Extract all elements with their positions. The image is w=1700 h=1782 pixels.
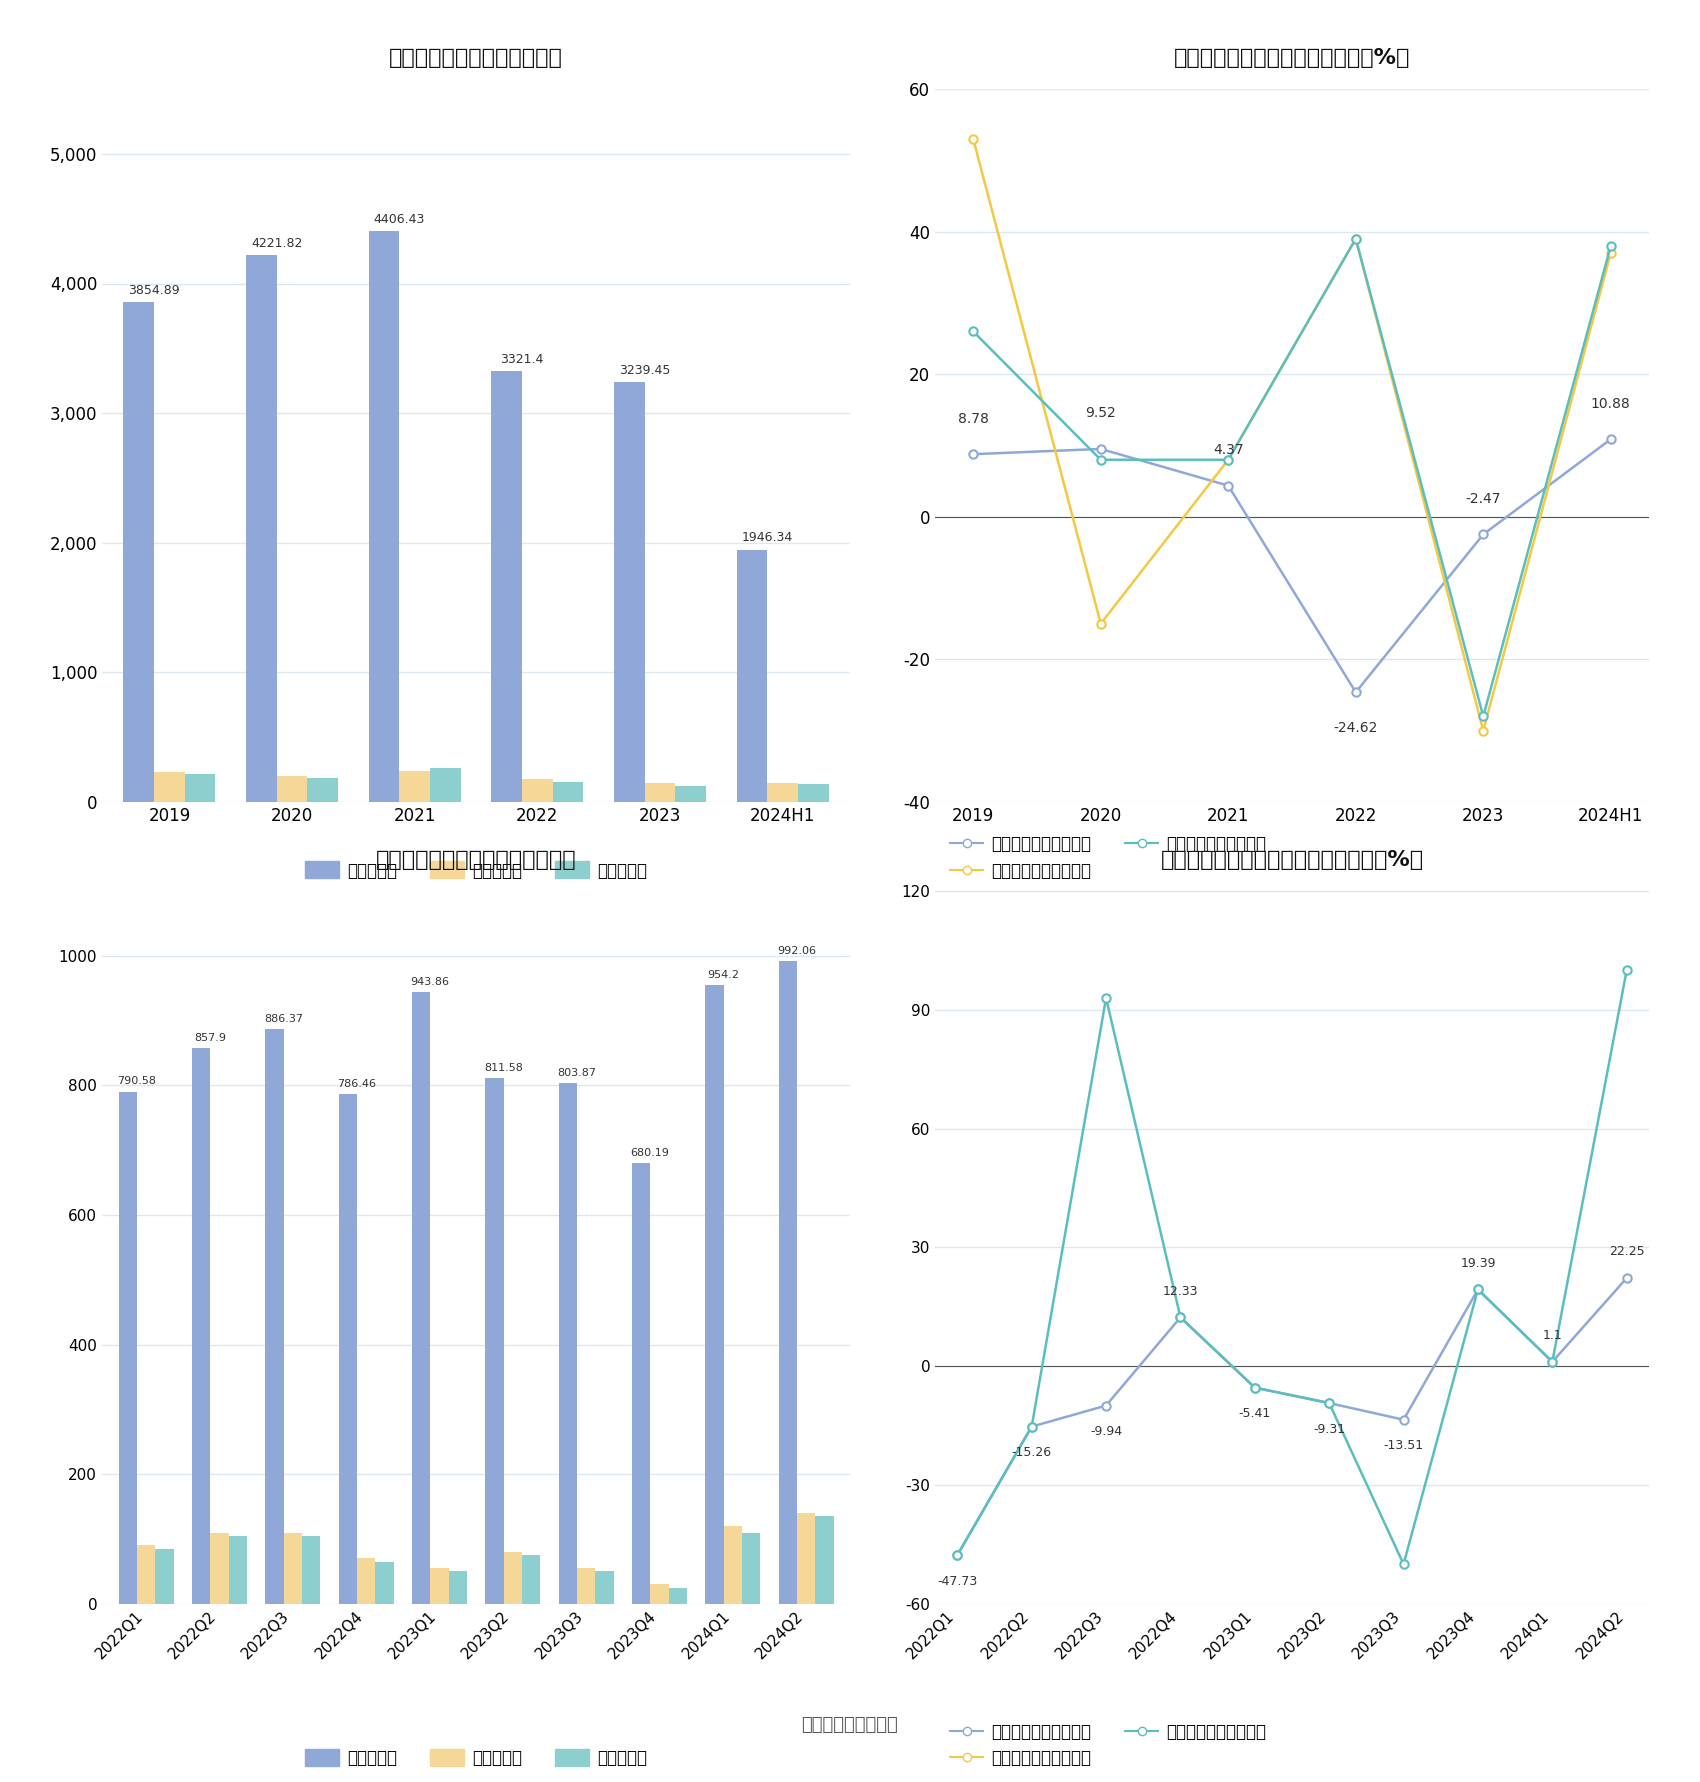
Text: 9.52: 9.52 [1085, 406, 1117, 421]
Legend: 营业总收入同比增长率, 归母净利润同比增长率, 扣非净利润同比增长率: 营业总收入同比增长率, 归母净利润同比增长率, 扣非净利润同比增长率 [944, 829, 1273, 886]
Text: -5.41: -5.41 [1239, 1408, 1272, 1420]
Text: 680.19: 680.19 [631, 1148, 670, 1158]
Bar [246, 255, 277, 802]
Bar [649, 1584, 668, 1604]
Text: 943.86: 943.86 [411, 977, 450, 987]
Bar [411, 993, 430, 1604]
Bar [211, 1533, 228, 1604]
Bar [192, 1048, 211, 1604]
Bar [400, 772, 430, 802]
Text: 790.58: 790.58 [117, 1076, 156, 1087]
Bar [576, 1568, 595, 1604]
Legend: 营业总收入同比增长率, 归母净利润同比增长率, 扣非净利润同比增长率: 营业总收入同比增长率, 归母净利润同比增长率, 扣非净利润同比增长率 [944, 1716, 1273, 1773]
Bar [369, 232, 399, 802]
Bar [644, 782, 675, 802]
Bar [155, 1549, 173, 1604]
Bar [632, 1164, 649, 1604]
Text: 1946.34: 1946.34 [741, 531, 792, 545]
Text: 4221.82: 4221.82 [252, 237, 303, 249]
Text: -24.62: -24.62 [1333, 720, 1379, 734]
Bar [736, 549, 767, 802]
Bar [430, 1568, 449, 1604]
Title: 历年营收、净利同比增长率情况（%）: 历年营收、净利同比增长率情况（%） [1173, 48, 1411, 68]
Bar [767, 782, 797, 802]
Bar [522, 779, 552, 802]
Bar [136, 1545, 155, 1604]
Bar [430, 768, 461, 802]
Bar [308, 779, 338, 802]
Bar [668, 1588, 687, 1604]
Bar [124, 303, 155, 802]
Bar [357, 1559, 376, 1604]
Bar [376, 1561, 393, 1604]
Bar [449, 1572, 468, 1604]
Bar [284, 1533, 303, 1604]
Text: 3239.45: 3239.45 [619, 364, 670, 376]
Bar [303, 1536, 320, 1604]
Title: 营收、净利季度变动情况（亿元）: 营收、净利季度变动情况（亿元） [376, 850, 576, 870]
Text: 954.2: 954.2 [707, 969, 740, 980]
Bar [491, 371, 522, 802]
Text: 803.87: 803.87 [558, 1067, 597, 1078]
Bar [724, 1525, 741, 1604]
Bar [522, 1556, 541, 1604]
Text: 8.78: 8.78 [957, 412, 989, 426]
Text: -2.47: -2.47 [1465, 492, 1501, 506]
Text: 857.9: 857.9 [194, 1034, 226, 1042]
Text: -9.94: -9.94 [1090, 1426, 1122, 1438]
Text: 22.25: 22.25 [1608, 1246, 1644, 1258]
Bar [338, 1094, 357, 1604]
Title: 营收、净利同比增长率季度变动情况（%）: 营收、净利同比增长率季度变动情况（%） [1161, 850, 1423, 870]
Bar [185, 773, 216, 802]
Bar [484, 1078, 503, 1604]
Text: 3321.4: 3321.4 [500, 353, 544, 367]
Text: 786.46: 786.46 [337, 1078, 376, 1089]
Bar [675, 786, 705, 802]
Bar [595, 1572, 614, 1604]
Bar [741, 1533, 760, 1604]
Bar [706, 985, 724, 1604]
Text: 19.39: 19.39 [1460, 1256, 1496, 1269]
Text: 1.1: 1.1 [1542, 1329, 1562, 1342]
Text: -13.51: -13.51 [1384, 1440, 1423, 1452]
Bar [797, 1513, 816, 1604]
Legend: 营业总收入, 归母净利润, 扣非净利润: 营业总收入, 归母净利润, 扣非净利润 [299, 1743, 653, 1773]
Bar [779, 960, 797, 1604]
Bar [119, 1092, 136, 1604]
Text: -47.73: -47.73 [937, 1575, 977, 1588]
Bar [797, 784, 828, 802]
Text: 811.58: 811.58 [484, 1062, 524, 1073]
Text: 12.33: 12.33 [1163, 1285, 1198, 1297]
Text: 3854.89: 3854.89 [128, 283, 180, 298]
Text: -15.26: -15.26 [1012, 1447, 1052, 1459]
Bar [503, 1552, 522, 1604]
Legend: 营业总收入, 归母净利润, 扣非净利润: 营业总收入, 归母净利润, 扣非净利润 [299, 855, 653, 886]
Bar [228, 1536, 246, 1604]
Text: 4.37: 4.37 [1212, 444, 1244, 458]
Text: 10.88: 10.88 [1591, 397, 1630, 410]
Bar [277, 775, 308, 802]
Title: 历年营收、净利情况（亿元）: 历年营收、净利情况（亿元） [389, 48, 563, 68]
Text: 886.37: 886.37 [264, 1014, 303, 1025]
Bar [552, 782, 583, 802]
Text: 4406.43: 4406.43 [374, 212, 425, 226]
Text: 992.06: 992.06 [777, 946, 816, 955]
Bar [614, 381, 644, 802]
Bar [155, 772, 185, 802]
Text: -9.31: -9.31 [1312, 1422, 1345, 1436]
Text: 数据来源：恒生聚源: 数据来源：恒生聚源 [802, 1716, 898, 1734]
Bar [559, 1083, 576, 1604]
Bar [265, 1030, 284, 1604]
Bar [816, 1516, 833, 1604]
